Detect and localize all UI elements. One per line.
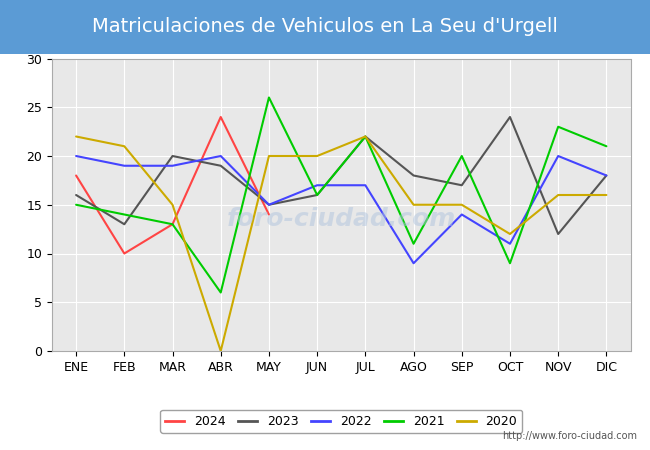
Legend: 2024, 2023, 2022, 2021, 2020: 2024, 2023, 2022, 2021, 2020 xyxy=(161,410,522,433)
Text: http://www.foro-ciudad.com: http://www.foro-ciudad.com xyxy=(502,431,637,441)
Text: Matriculaciones de Vehiculos en La Seu d'Urgell: Matriculaciones de Vehiculos en La Seu d… xyxy=(92,18,558,36)
Text: foro-ciudad.com: foro-ciudad.com xyxy=(227,207,456,231)
